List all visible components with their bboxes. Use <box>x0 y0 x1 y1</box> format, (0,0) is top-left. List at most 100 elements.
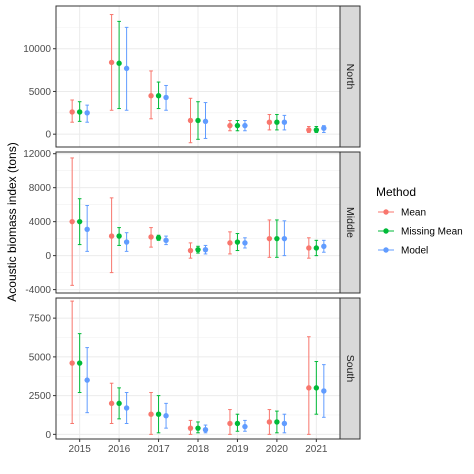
data-point <box>155 411 162 417</box>
series-model <box>84 26 327 139</box>
facet-strip <box>339 5 361 148</box>
series-missing-mean <box>76 198 320 258</box>
data-point <box>116 400 122 407</box>
data-point <box>227 420 233 427</box>
y-tick-label: 7500 <box>29 314 52 325</box>
data-point <box>84 377 90 383</box>
data-point <box>306 385 312 391</box>
data-point <box>163 94 169 101</box>
data-point <box>76 218 83 225</box>
data-point <box>163 237 169 244</box>
legend-title: Method <box>376 185 416 199</box>
data-point <box>321 243 327 249</box>
data-point <box>313 245 320 251</box>
data-point <box>187 425 194 431</box>
legend-item-model: Model <box>378 246 428 257</box>
data-point <box>234 420 241 427</box>
data-point <box>266 235 273 242</box>
data-point <box>274 235 280 242</box>
data-point <box>163 413 169 419</box>
y-tick-label: 0 <box>45 430 51 441</box>
data-point <box>242 423 248 430</box>
series-mean <box>69 300 312 435</box>
data-point <box>274 119 280 125</box>
data-point <box>227 240 233 246</box>
data-point <box>313 127 320 133</box>
data-point <box>234 122 241 129</box>
panel-south: 0 2500 5000 7500 South <box>29 297 361 441</box>
panel-middle: -4000 0 4000 8000 12000 Middle <box>23 149 361 296</box>
series-missing-mean <box>76 333 320 434</box>
facet-strip <box>339 151 361 294</box>
data-point <box>281 119 288 125</box>
legend-item-missing-mean: Missing Mean <box>378 227 463 238</box>
data-point <box>76 360 83 366</box>
data-point <box>227 122 233 129</box>
data-point <box>321 125 327 131</box>
y-tick-label: 0 <box>45 251 51 262</box>
y-tick-label: 12000 <box>23 149 51 160</box>
series-mean <box>69 157 312 286</box>
data-point <box>234 239 241 245</box>
data-point <box>116 233 122 239</box>
legend: Method Mean Missing Mean Model <box>376 185 463 257</box>
legend-item-mean: Mean <box>378 208 426 219</box>
data-point <box>123 405 130 411</box>
data-point <box>108 233 115 239</box>
y-tick-label: 5000 <box>29 87 52 98</box>
y-tick-label: 0 <box>45 130 51 141</box>
y-tick-label: 8000 <box>29 183 52 194</box>
data-point <box>69 218 75 225</box>
data-point <box>313 385 320 391</box>
legend-keys: Mean Missing Mean Model <box>378 208 463 257</box>
data-point <box>69 109 75 115</box>
data-point <box>187 117 194 124</box>
data-point <box>306 245 312 251</box>
panels: 0 5000 10000 North -4000 0 4000 8000 12000 Middle… <box>23 5 361 441</box>
data-point <box>155 235 162 241</box>
panel-north: 0 5000 10000 North <box>23 5 361 148</box>
data-point <box>108 59 115 66</box>
data-point <box>202 118 209 125</box>
facet-strip-label: Middle <box>344 207 356 238</box>
data-point <box>148 411 154 417</box>
data-point <box>242 240 248 246</box>
data-point <box>242 122 248 129</box>
y-axis-title: Acoustic biomass index (tons) <box>5 142 19 301</box>
data-point <box>84 110 90 116</box>
series-model <box>84 347 327 434</box>
legend-label: Missing Mean <box>401 227 463 238</box>
x-tick-label: 2021 <box>305 444 328 455</box>
series-mean <box>69 14 312 144</box>
y-tick-label: 2500 <box>29 391 52 402</box>
legend-label: Mean <box>401 208 426 219</box>
y-tick-label: 4000 <box>29 217 52 228</box>
x-tick-label: 2019 <box>226 444 249 455</box>
data-point <box>123 65 130 72</box>
y-tick-label: 5000 <box>29 352 52 363</box>
facet-strip-label: South <box>344 355 356 383</box>
data-point <box>266 419 273 425</box>
data-point <box>266 119 273 125</box>
facet-strip <box>339 297 361 440</box>
data-point <box>187 247 194 254</box>
data-point <box>69 360 75 366</box>
y-tick-label: 10000 <box>23 44 51 55</box>
data-point <box>148 93 154 99</box>
x-tick-label: 2015 <box>69 444 92 455</box>
data-point <box>195 117 201 124</box>
x-tick-label: 2020 <box>266 444 289 455</box>
facet-strip-label: North <box>344 64 356 90</box>
legend-key-point <box>383 247 389 253</box>
data-point <box>108 400 115 407</box>
data-point <box>306 127 312 133</box>
legend-key-point <box>383 228 389 234</box>
x-tick-label: 2016 <box>108 444 131 455</box>
data-point <box>274 419 280 425</box>
data-point <box>202 427 209 433</box>
data-point <box>148 234 154 240</box>
data-point <box>76 109 83 115</box>
data-point <box>155 93 162 99</box>
legend-label: Model <box>401 246 428 257</box>
data-point <box>116 60 122 66</box>
